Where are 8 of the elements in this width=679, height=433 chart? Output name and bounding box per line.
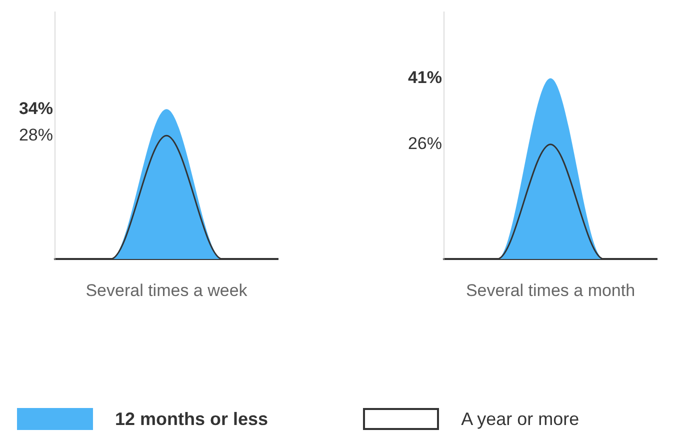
x-tick-label: Several times a month: [466, 280, 636, 300]
legend-label: A year or more: [461, 408, 580, 430]
x-tick-label: Several times a week: [86, 280, 248, 300]
y-tick-label: 28%: [18, 125, 53, 144]
y-tick-label: 41%: [408, 68, 442, 87]
y-tick-label: 34%: [18, 98, 53, 118]
y-tick-label: 26%: [408, 134, 442, 154]
legend-label: 12 months or less: [115, 408, 268, 430]
